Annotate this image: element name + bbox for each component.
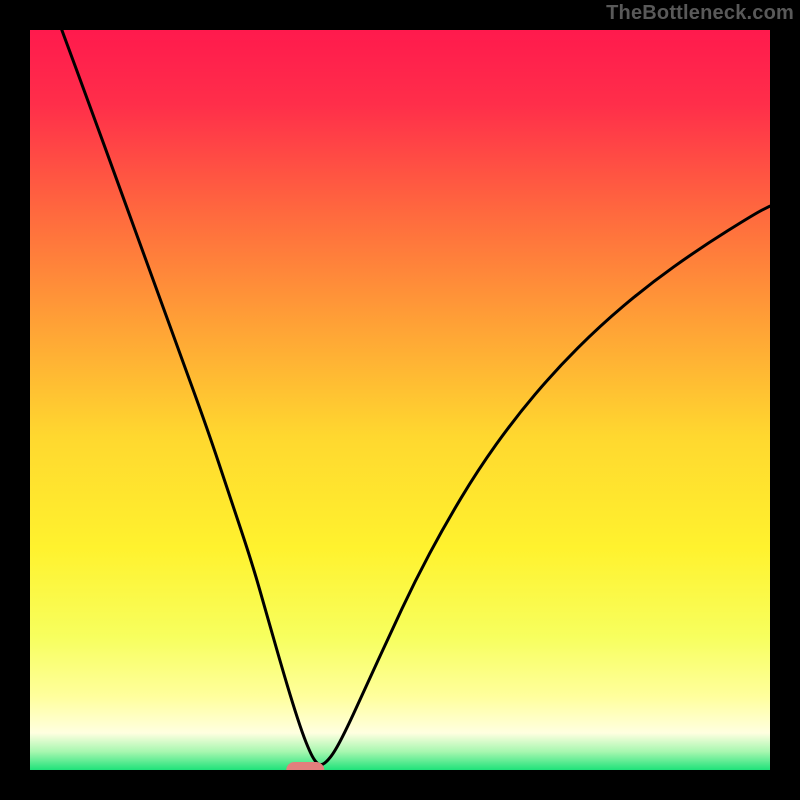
bottleneck-chart <box>0 0 800 800</box>
chart-background-gradient <box>30 30 770 770</box>
watermark-text: TheBottleneck.com <box>606 2 794 25</box>
